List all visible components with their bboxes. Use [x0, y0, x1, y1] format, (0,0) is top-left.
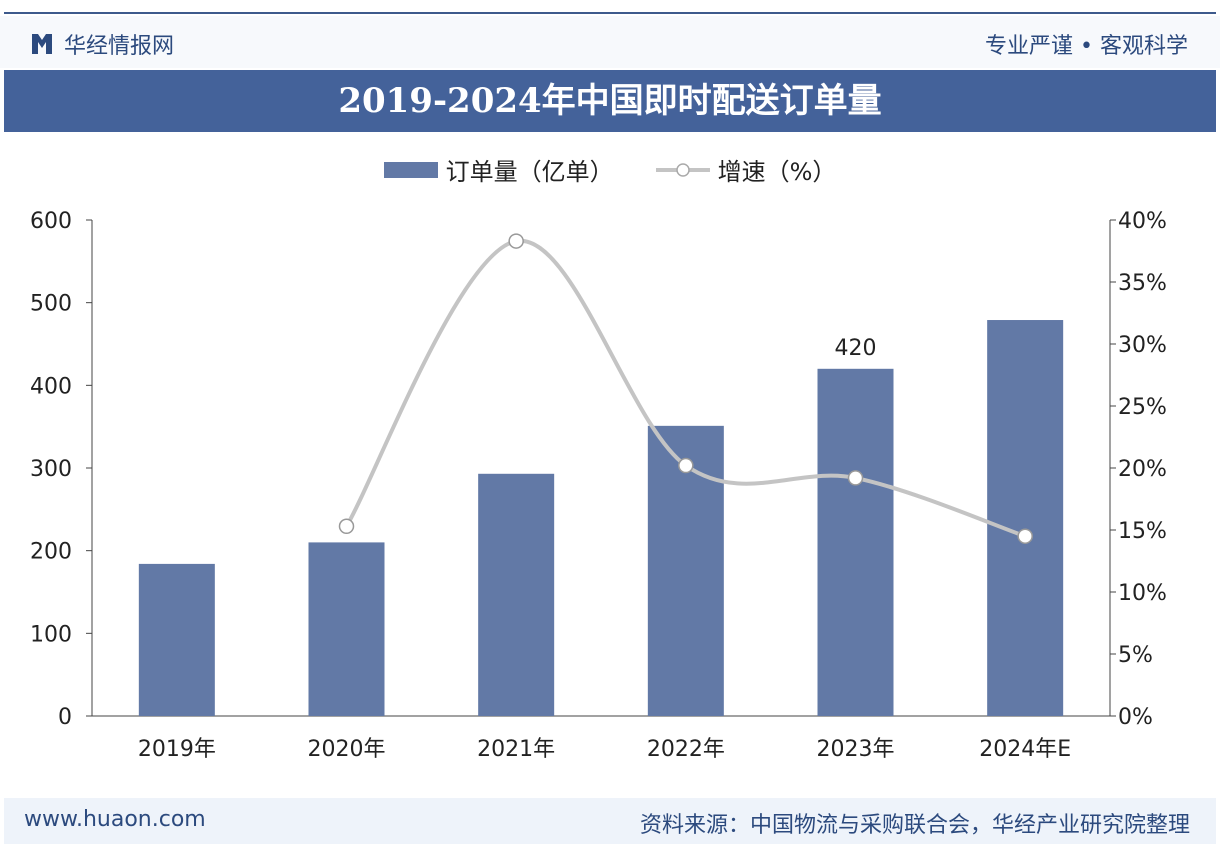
bar-2023年: [817, 368, 894, 716]
site-url: www.huaon.com: [24, 807, 206, 832]
brand: 华经情报网: [30, 28, 174, 60]
legend-label: 订单量（亿单）: [445, 158, 614, 186]
x-tick-label: 2019年: [138, 737, 216, 762]
bar-2020年: [308, 542, 385, 716]
data-label: 420: [835, 336, 877, 361]
right-tick-label: 30%: [1118, 333, 1167, 358]
brand-name: 华经情报网: [64, 34, 175, 59]
right-tick-label: 0%: [1118, 705, 1153, 730]
left-tick-label: 400: [30, 374, 72, 399]
legend: 订单量（亿单） 增速（%）: [0, 152, 1220, 187]
legend-label: 增速（%）: [717, 158, 837, 186]
left-tick-label: 200: [30, 540, 72, 565]
x-tick-label: 2022年: [647, 737, 725, 762]
bar-2022年: [647, 425, 724, 716]
top-rule: [4, 12, 1216, 14]
x-tick-label: 2020年: [308, 737, 386, 762]
legend-line-swatch: [655, 162, 710, 177]
x-tick-label: 2021年: [477, 737, 555, 762]
left-tick-label: 300: [30, 457, 72, 482]
left-tick-label: 500: [30, 292, 72, 317]
bar-2019年: [138, 563, 215, 716]
footer: [4, 798, 1216, 844]
growth-point: [678, 457, 694, 474]
right-tick-label: 25%: [1118, 395, 1167, 420]
bar-2024年E: [987, 320, 1064, 716]
legend-item-growth: 增速（%）: [655, 152, 837, 187]
growth-point: [847, 470, 864, 486]
right-tick-label: 5%: [1118, 643, 1153, 668]
source-note: 资料来源：中国物流与采购联合会，华经产业研究院整理: [639, 813, 1190, 838]
bar-2021年: [478, 473, 555, 716]
slogan: 专业严谨 • 客观科学: [985, 34, 1188, 59]
right-tick-label: 20%: [1118, 457, 1167, 482]
logo-icon: [32, 34, 52, 54]
header: [0, 16, 1220, 68]
legend-bar-swatch: [383, 161, 438, 178]
left-tick-label: 100: [30, 622, 72, 647]
x-tick-label: 2023年: [817, 737, 895, 762]
right-tick-label: 35%: [1118, 271, 1167, 296]
chart-title: 2019-2024年中国即时配送订单量: [4, 70, 1216, 132]
growth-line: [344, 239, 1026, 539]
right-tick-label: 40%: [1118, 209, 1167, 234]
right-tick-label: 15%: [1118, 519, 1167, 544]
growth-point: [1017, 528, 1033, 544]
growth-point: [338, 518, 355, 535]
left-tick-label: 600: [30, 209, 72, 234]
left-tick-label: 0: [58, 705, 72, 730]
x-tick-label: 2024年E: [979, 737, 1071, 762]
legend-item-orders: 订单量（亿单）: [383, 152, 614, 187]
growth-point: [508, 233, 524, 249]
right-tick-label: 10%: [1118, 581, 1167, 606]
